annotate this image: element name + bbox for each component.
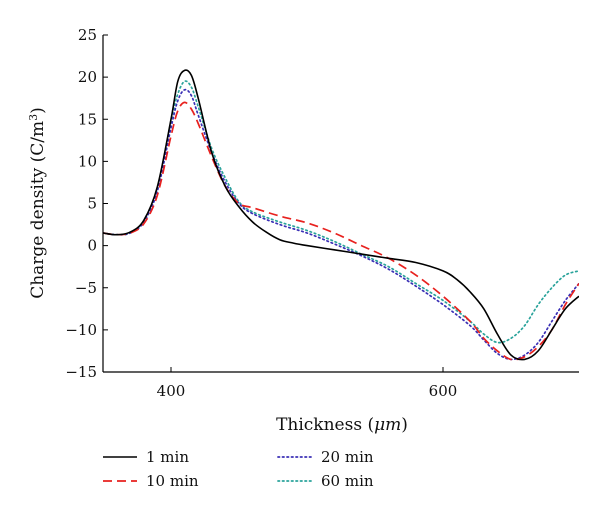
series-line-1-min [103,69,579,361]
y-tick-label-15: 15 [78,110,97,128]
ticks-layer: −15 −10 −5 0 5 10 15 20 25 400 600 [65,26,457,400]
series-line-60-min [103,80,579,344]
y-tick-label-0: 0 [87,237,97,255]
legend-label-10-min: 10 min [146,472,199,490]
y-tick-label--15: −15 [65,363,97,381]
axes-layer [102,35,579,373]
plot-area: −15 −10 −5 0 5 10 15 20 25 400 600 [65,26,579,400]
x-tick-label-400: 400 [157,382,186,400]
legend-label-20-min: 20 min [321,448,374,466]
y-axis-title-main: Charge density (C/m [28,121,48,299]
y-axis-title-close: ) [28,107,48,114]
y-tick-label-10: 10 [78,152,97,170]
y-tick-label--10: −10 [65,321,97,339]
x-axis-title-unit: μm [374,415,401,435]
y-axis-title: Charge density (C/m3) [27,107,48,299]
x-axis-title-close: ) [401,415,408,435]
y-tick-label-25: 25 [78,26,97,44]
x-tick-label-600: 600 [429,382,458,400]
y-axis-title-sup: 3 [27,114,40,121]
y-tick-label-5: 5 [87,195,97,213]
y-tick-label--5: −5 [75,279,97,297]
legend: 1 min 10 min 20 min 60 min [103,448,374,490]
legend-label-1-min: 1 min [146,448,189,466]
x-axis-title: Thickness (μm) [276,415,408,435]
y-tick-label-20: 20 [78,68,97,86]
x-axis-title-main: Thickness ( [276,415,374,435]
series-line-10-min [103,101,579,361]
legend-label-60-min: 60 min [321,472,374,490]
series-line-20-min [103,88,579,361]
series-layer [103,69,579,361]
